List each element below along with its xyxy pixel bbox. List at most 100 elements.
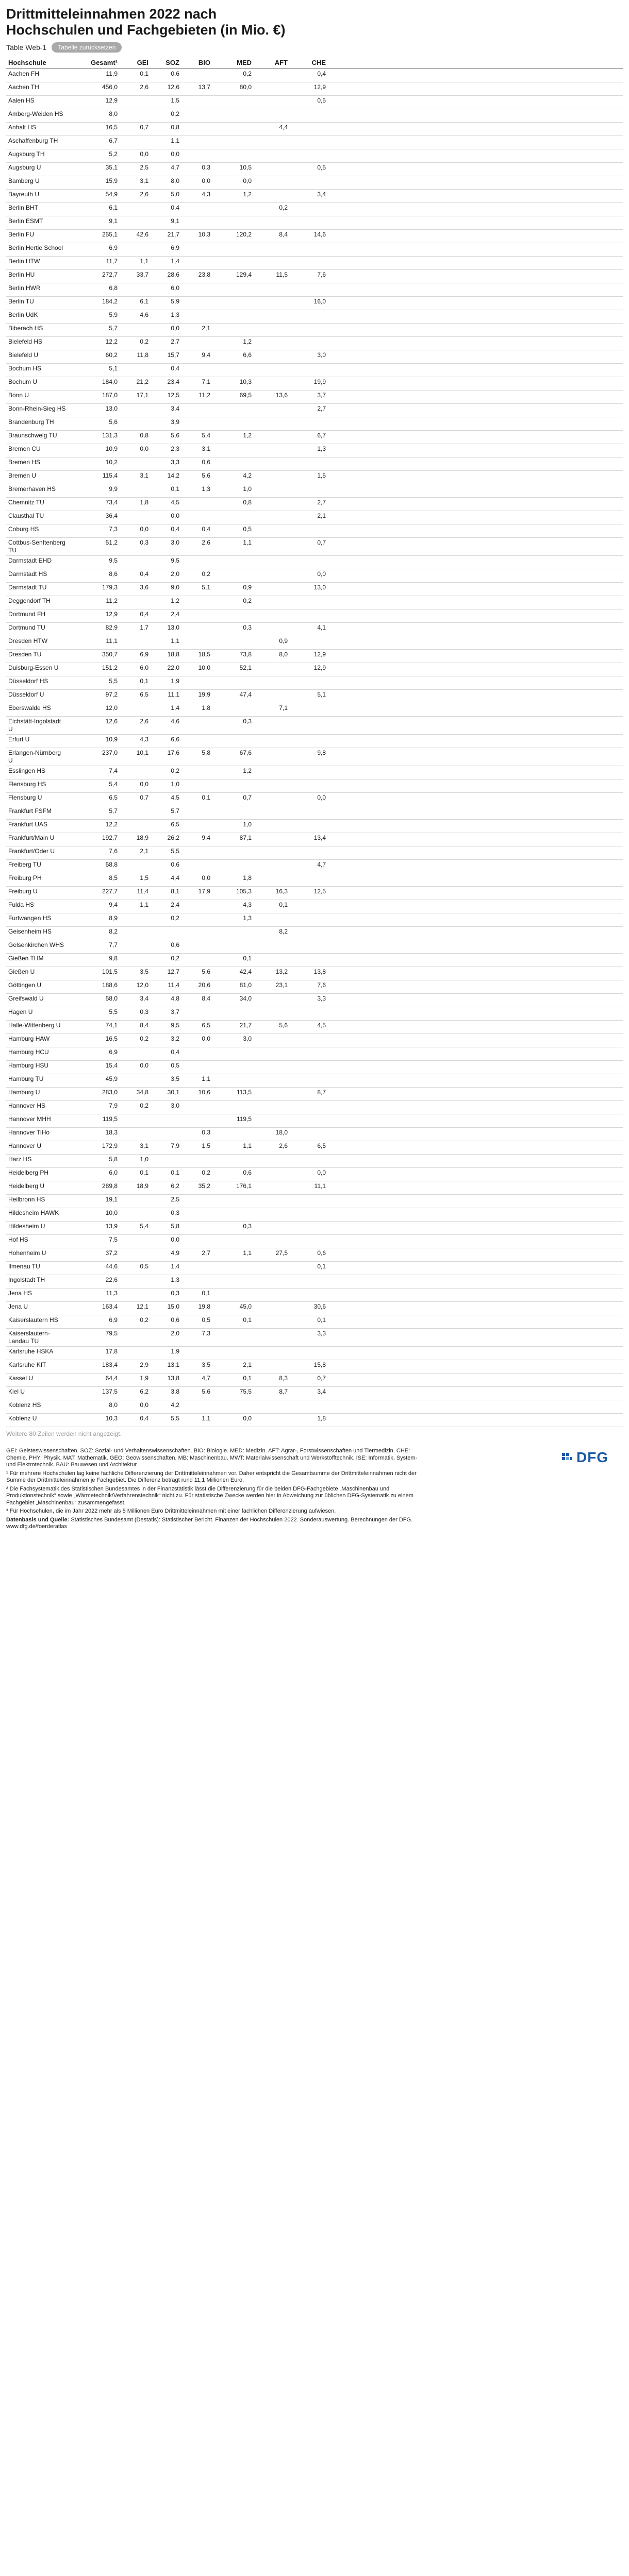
cell-value: 42,6	[120, 229, 151, 243]
cell-value: 12,5	[290, 886, 328, 900]
cell-value: 1,1	[120, 256, 151, 270]
cell-value: 1,7	[120, 622, 151, 636]
cell-value: 2,4	[151, 609, 181, 623]
cell-value: 6,9	[68, 243, 120, 257]
cell-value: 8,0	[68, 109, 120, 123]
cell-value: 17,8	[68, 1346, 120, 1360]
cell-value	[290, 256, 328, 270]
cell-value	[254, 940, 290, 954]
table-row: Bielefeld U 60,2 11,8 15,7 9,4 6,6 3,0	[6, 350, 623, 364]
column-header[interactable]: Hochschule	[6, 57, 68, 69]
cell-value	[181, 243, 212, 257]
cell-overflow	[328, 1181, 623, 1195]
cell-hochschule: Berlin HU	[6, 269, 68, 283]
source-link[interactable]: www.dfg.de/foerderatlas	[6, 1523, 68, 1530]
cell-value: 18,3	[68, 1127, 120, 1141]
cell-value	[290, 873, 328, 887]
cell-value: 35,2	[181, 1181, 212, 1195]
cell-value: 3,5	[120, 967, 151, 980]
cell-value	[120, 766, 151, 779]
cell-value	[181, 403, 212, 417]
cell-value: 9,4	[181, 833, 212, 846]
cell-hochschule: Bochum HS	[6, 363, 68, 377]
cell-value: 4,4	[254, 122, 290, 136]
cell-value: 21,2	[120, 377, 151, 391]
cell-value: 7,6	[290, 980, 328, 994]
cell-overflow	[328, 993, 623, 1007]
cell-value	[290, 1033, 328, 1047]
cell-overflow	[328, 1301, 623, 1315]
cell-value: 7,1	[254, 703, 290, 717]
cell-value: 47,4	[212, 689, 254, 703]
cell-value	[181, 859, 212, 873]
cell-value: 44,6	[68, 1261, 120, 1275]
cell-overflow	[328, 122, 623, 136]
table-row: Hamburg TU 45,9 3,5 1,1	[6, 1074, 623, 1088]
cell-value: 163,4	[68, 1301, 120, 1315]
cell-value: 0,7	[290, 1373, 328, 1387]
cell-value	[254, 484, 290, 498]
table-header-row: Hochschule Gesamt¹ GEI SOZ BIO MED AFT C…	[6, 57, 623, 69]
cell-value: 5,1	[290, 689, 328, 703]
cell-value: 11,1	[151, 689, 181, 703]
cell-value	[212, 1288, 254, 1302]
table-row: Frankfurt/Main U 192,7 18,9 26,2 9,4 87,1 13,4	[6, 833, 623, 846]
cell-value: 11,5	[254, 269, 290, 283]
cell-value	[290, 243, 328, 257]
table-row: Erlangen-Nürnberg U 237,0 10,1 17,6 5,8 67,6 9…	[6, 748, 623, 766]
cell-value: 2,7	[290, 497, 328, 511]
table-row: Brandenburg TH 5,6 3,9	[6, 417, 623, 431]
cell-value	[212, 256, 254, 270]
cell-value: 1,1	[151, 135, 181, 149]
column-header[interactable]: Gesamt¹	[68, 57, 120, 69]
cell-hochschule: Chemnitz TU	[6, 497, 68, 511]
cell-value: 22,6	[68, 1275, 120, 1289]
cell-value	[254, 1208, 290, 1222]
column-header[interactable]: AFT	[254, 57, 290, 69]
cell-value: 0,6	[151, 940, 181, 954]
cell-value	[212, 457, 254, 471]
cell-value	[181, 913, 212, 927]
cell-value: 2,5	[120, 162, 151, 176]
cell-value: 75,5	[212, 1386, 254, 1400]
column-header[interactable]: CHE	[290, 57, 328, 69]
cell-value	[212, 149, 254, 163]
cell-value	[120, 1114, 151, 1128]
cell-value	[181, 636, 212, 650]
cell-value: 5,4	[181, 430, 212, 444]
cell-value	[290, 926, 328, 940]
cell-hochschule: Bochum U	[6, 377, 68, 391]
table-row: Berlin FU 255,1 42,6 21,7 10,3 120,2 8,4 14,6	[6, 229, 623, 243]
cell-value	[212, 310, 254, 324]
column-header[interactable]: BIO	[181, 57, 212, 69]
table-row: Hof HS 7,5 0,0	[6, 1234, 623, 1248]
cell-value	[254, 176, 290, 190]
cell-value: 9,4	[181, 350, 212, 364]
cell-value: 0,0	[120, 149, 151, 163]
cell-value: 19,1	[68, 1194, 120, 1208]
table-row: Duisburg-Essen U 151,2 6,0 22,0 10,0 52,1 12,9	[6, 663, 623, 676]
cell-value: 3,3	[290, 993, 328, 1007]
cell-value	[181, 766, 212, 779]
cell-value: 1,8	[290, 1413, 328, 1427]
cell-hochschule: Düsseldorf HS	[6, 676, 68, 690]
cell-value	[120, 1234, 151, 1248]
reset-table-button[interactable]: Tabelle zurücksetzen	[52, 42, 122, 53]
cell-value	[290, 636, 328, 650]
table-row: Halle-Wittenberg U 74,1 8,4 9,5 6,5 21,7 5,6 4,…	[6, 1020, 623, 1034]
column-header[interactable]: SOZ	[151, 57, 181, 69]
cell-hochschule: Hamburg HAW	[6, 1033, 68, 1047]
cell-value: 0,0	[120, 1060, 151, 1074]
cell-value	[212, 940, 254, 954]
cell-value: 5,5	[151, 846, 181, 860]
cell-value: 17,9	[181, 886, 212, 900]
column-header[interactable]: GEI	[120, 57, 151, 69]
column-header[interactable]: MED	[212, 57, 254, 69]
cell-value	[290, 913, 328, 927]
cell-value: 0,5	[181, 1315, 212, 1329]
cell-value: 8,2	[68, 926, 120, 940]
cell-value: 3,0	[151, 1100, 181, 1114]
cell-value	[181, 779, 212, 793]
cell-value	[120, 417, 151, 431]
cell-value: 1,0	[212, 484, 254, 498]
